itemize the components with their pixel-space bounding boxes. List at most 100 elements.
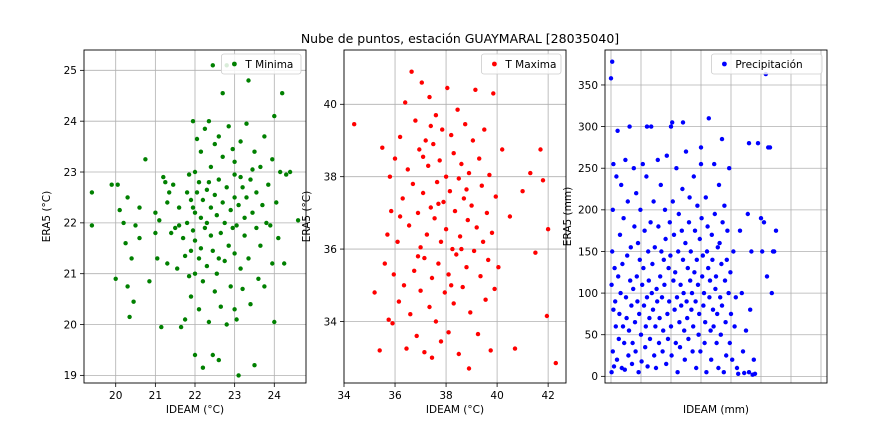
data-point-tmax xyxy=(428,123,433,129)
data-point-tmax xyxy=(477,156,482,161)
data-point-tmax xyxy=(420,190,426,196)
data-point-tmin xyxy=(248,177,253,182)
data-point-precip xyxy=(723,320,728,325)
data-point-tmin xyxy=(143,157,148,162)
data-point-tmax xyxy=(404,346,409,351)
data-point-precip xyxy=(688,278,693,283)
data-point-precip xyxy=(639,359,644,364)
data-point-precip xyxy=(686,220,692,225)
x-tick-label: 24 xyxy=(268,390,282,402)
data-point-tmax xyxy=(553,360,558,366)
data-point-precip xyxy=(643,324,648,329)
legend: T Maxima xyxy=(480,53,562,75)
data-point-precip xyxy=(758,216,764,221)
data-point-tmin xyxy=(236,202,241,208)
data-point-tmax xyxy=(456,351,461,357)
data-point-precip xyxy=(628,278,633,283)
data-point-tmax xyxy=(487,172,492,178)
data-point-precip xyxy=(698,161,704,167)
data-point-precip xyxy=(610,59,615,64)
legend-label: T Maxima xyxy=(504,59,556,71)
data-point-precip xyxy=(686,336,691,342)
legend: Precipitación xyxy=(711,53,823,75)
data-point-precip xyxy=(653,365,659,371)
data-point-tmax xyxy=(405,167,410,172)
data-point-tmin xyxy=(256,276,261,281)
data-point-precip xyxy=(675,370,680,375)
data-point-precip xyxy=(688,249,693,254)
data-point-precip xyxy=(640,282,645,287)
x-tick-label: 20 xyxy=(109,390,122,402)
data-point-precip xyxy=(647,336,653,342)
data-point-tmax xyxy=(415,210,421,216)
data-point-precip xyxy=(718,332,723,337)
data-point-precip xyxy=(662,207,668,212)
data-point-tmin xyxy=(216,357,221,363)
data-point-precip xyxy=(680,257,686,262)
data-point-precip xyxy=(661,257,666,262)
x-axis-label: IDEAM (mm) xyxy=(683,404,749,416)
data-point-precip xyxy=(715,245,720,250)
data-point-tmax xyxy=(442,290,447,295)
data-point-tmax xyxy=(410,181,416,187)
data-point-precip xyxy=(713,274,719,279)
y-tick-label: 25 xyxy=(64,65,77,77)
data-point-tmax xyxy=(492,286,497,292)
data-point-tmax xyxy=(387,174,393,179)
data-point-tmax xyxy=(391,272,396,277)
data-point-precip xyxy=(733,295,738,300)
y-tick-label: 300 xyxy=(578,121,598,133)
data-point-precip xyxy=(719,261,724,267)
data-point-precip xyxy=(652,353,657,358)
data-point-tmin xyxy=(159,324,164,330)
data-point-precip xyxy=(666,265,671,271)
data-point-tmax xyxy=(449,283,454,288)
data-point-tmax xyxy=(456,176,461,181)
data-point-precip xyxy=(713,286,718,292)
data-point-precip xyxy=(656,340,662,346)
data-point-tmin xyxy=(204,263,210,269)
data-point-tmin xyxy=(194,190,200,195)
data-point-precip xyxy=(704,249,710,254)
data-point-precip xyxy=(626,353,631,358)
data-point-precip xyxy=(634,191,639,196)
data-point-tmin xyxy=(206,319,212,325)
data-point-tmin xyxy=(192,210,198,215)
y-tick-label: 200 xyxy=(578,205,598,217)
data-point-precip xyxy=(719,303,725,308)
data-point-precip xyxy=(618,290,623,296)
data-point-tmin xyxy=(252,363,257,368)
data-point-precip xyxy=(709,232,714,237)
data-point-tmax xyxy=(436,261,441,266)
data-point-precip xyxy=(611,364,617,369)
data-point-tmin xyxy=(238,139,243,144)
data-point-tmin xyxy=(238,266,243,271)
data-point-tmin xyxy=(157,218,162,223)
data-point-precip xyxy=(767,145,773,150)
data-point-tmax xyxy=(491,91,496,96)
data-point-precip xyxy=(647,315,652,321)
data-point-precip xyxy=(698,349,703,354)
data-point-tmax xyxy=(474,225,479,230)
data-point-tmin xyxy=(200,365,206,370)
data-point-precip xyxy=(697,311,702,317)
data-point-precip xyxy=(658,182,663,188)
data-point-tmax xyxy=(468,310,473,315)
data-point-precip xyxy=(707,278,713,283)
data-point-tmax xyxy=(414,333,419,339)
data-point-precip xyxy=(649,124,654,129)
data-point-precip xyxy=(621,216,626,221)
subplots: 20 21 22 23 24 19 20 21 22 23 24 25 IDEAM (°C) ERA5 (… xyxy=(41,49,828,416)
data-point-tmax xyxy=(390,321,395,326)
data-point-precip xyxy=(726,290,731,296)
data-point-tmin xyxy=(204,187,210,192)
legend-marker xyxy=(492,61,497,67)
data-point-precip xyxy=(627,124,632,129)
data-point-precip xyxy=(690,349,695,354)
data-point-precip xyxy=(626,328,632,333)
data-point-tmin xyxy=(252,149,257,154)
data-point-tmin xyxy=(287,169,293,175)
data-point-tmin xyxy=(220,91,225,96)
data-point-precip xyxy=(624,315,629,321)
